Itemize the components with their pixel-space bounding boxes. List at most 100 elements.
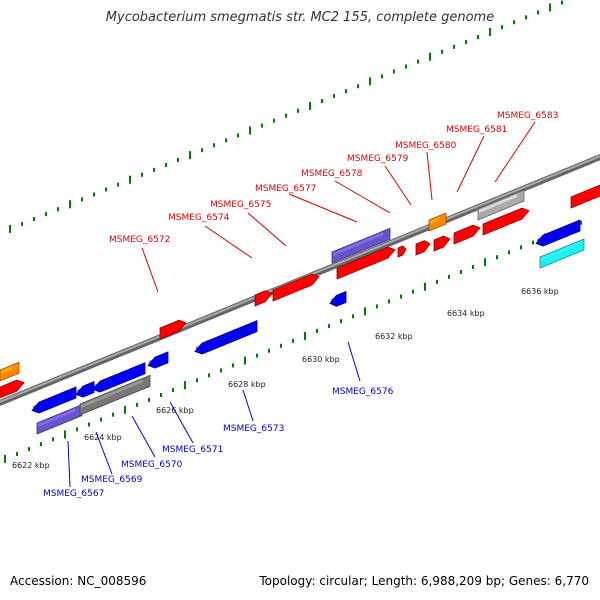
gene-msmeg-6578-shine bbox=[399, 247, 403, 252]
gene-unlabeled-forward-edge[interactable] bbox=[0, 379, 25, 399]
gene-unlabeled-forward-edge-body bbox=[0, 379, 25, 399]
gene-msmeg-6576[interactable] bbox=[329, 290, 347, 307]
leader-line-msmeg_6575 bbox=[247, 212, 287, 247]
gene-msmeg-6573-shine bbox=[196, 324, 250, 350]
gene-msmeg-6572-body bbox=[159, 319, 187, 340]
gene-label-msmeg_6583[interactable]: MSMEG_6583 bbox=[497, 111, 558, 121]
gene-label-msmeg_6579[interactable]: MSMEG_6579 bbox=[347, 154, 409, 164]
gene-gray-1-shine bbox=[479, 194, 517, 213]
tick-label: 6630 kbp bbox=[302, 355, 340, 364]
gene-msmeg-6577[interactable] bbox=[336, 246, 396, 280]
tick-label: 6634 kbp bbox=[447, 309, 485, 318]
gene-gray-2[interactable] bbox=[79, 374, 151, 416]
tick-label: 6632 kbp bbox=[375, 332, 413, 341]
topology-text: Topology: circular; Length: 6,988,209 bp… bbox=[259, 574, 589, 588]
gene-msmeg-6570[interactable] bbox=[92, 362, 146, 393]
leader-line-msmeg_6567 bbox=[67, 440, 71, 488]
gene-gray-2-shine bbox=[81, 379, 143, 408]
gene-unlabeled-reverse[interactable] bbox=[535, 219, 581, 247]
gene-msmeg-6581-body bbox=[453, 224, 481, 245]
leader-line-msmeg_6570 bbox=[131, 415, 156, 458]
gene-msmeg-6571-shine bbox=[149, 355, 161, 364]
gene-msmeg-6580[interactable] bbox=[433, 235, 451, 252]
gene-msmeg-6583-shine bbox=[484, 209, 522, 228]
gene-orange-1[interactable] bbox=[428, 212, 447, 232]
gene-msmeg-6574[interactable] bbox=[254, 290, 273, 307]
gene-unlabeled-forward[interactable] bbox=[570, 183, 600, 209]
gene-cyan-1-shine bbox=[541, 242, 577, 261]
gene-msmeg-6575-shine bbox=[274, 275, 312, 294]
gene-msmeg-6569-shine bbox=[77, 385, 87, 393]
gene-purple-2[interactable] bbox=[36, 403, 83, 435]
gene-label-msmeg_6580[interactable]: MSMEG_6580 bbox=[395, 141, 457, 151]
gene-label-msmeg_6574[interactable]: MSMEG_6574 bbox=[168, 213, 230, 223]
gene-msmeg-6579[interactable] bbox=[415, 240, 431, 256]
leader-line-msmeg_6576 bbox=[347, 341, 361, 382]
gene-unlabeled-forward-body bbox=[570, 184, 600, 209]
leader-line-msmeg_6569 bbox=[95, 431, 113, 475]
gene-msmeg-6576-shine bbox=[331, 295, 340, 302]
gene-msmeg-6577-shine bbox=[338, 248, 388, 272]
gene-msmeg-6569[interactable] bbox=[75, 381, 95, 398]
gene-cyan-1[interactable] bbox=[539, 238, 585, 269]
gene-msmeg-6580-shine bbox=[435, 237, 444, 244]
gene-msmeg-6571[interactable] bbox=[147, 351, 169, 369]
map-title: Mycobacterium smegmatis str. MC2 155, co… bbox=[105, 10, 495, 25]
gene-label-msmeg_6573[interactable]: MSMEG_6573 bbox=[223, 424, 284, 434]
gene-orange-edge[interactable] bbox=[0, 361, 20, 382]
gene-msmeg-6581-shine bbox=[455, 226, 473, 237]
gene-purple-1[interactable] bbox=[331, 227, 391, 264]
gene-msmeg-6572[interactable] bbox=[159, 319, 187, 340]
gene-msmeg-6575-body bbox=[272, 273, 320, 302]
gene-msmeg-6567[interactable] bbox=[31, 386, 77, 414]
gene-purple-2-shine bbox=[38, 408, 75, 427]
gene-msmeg-6583-body bbox=[482, 207, 530, 236]
gene-msmeg-6577-body bbox=[336, 246, 396, 280]
gene-label-msmeg_6577[interactable]: MSMEG_6577 bbox=[255, 184, 316, 194]
gene-label-msmeg_6572[interactable]: MSMEG_6572 bbox=[109, 235, 170, 245]
leader-line-msmeg_6578 bbox=[334, 180, 391, 214]
tick-label: 6624 kbp bbox=[84, 433, 122, 442]
gene-orange-1-shine bbox=[430, 216, 440, 224]
gene-label-msmeg_6575[interactable]: MSMEG_6575 bbox=[210, 200, 271, 210]
gene-label-msmeg_6570[interactable]: MSMEG_6570 bbox=[121, 460, 183, 470]
gene-label-msmeg_6581[interactable]: MSMEG_6581 bbox=[446, 125, 507, 135]
gene-unlabeled-forward-shine bbox=[572, 186, 600, 201]
gene-purple-1-shine bbox=[333, 232, 383, 256]
tick-label: 6628 kbp bbox=[228, 380, 266, 389]
gene-msmeg-6579-shine bbox=[417, 241, 425, 248]
gene-label-msmeg_6567[interactable]: MSMEG_6567 bbox=[43, 489, 104, 499]
gene-unlabeled-forward-edge-shine bbox=[1, 381, 17, 391]
leader-line-msmeg_6572 bbox=[141, 247, 159, 293]
gene-label-msmeg_6578[interactable]: MSMEG_6578 bbox=[301, 169, 363, 179]
leader-line-msmeg_6573 bbox=[242, 389, 254, 422]
leader-line-msmeg_6580 bbox=[426, 151, 433, 201]
gene-msmeg-6570-shine bbox=[94, 366, 138, 388]
leader-line-msmeg_6579 bbox=[384, 165, 412, 206]
gene-orange-edge-body bbox=[0, 361, 20, 382]
gene-msmeg-6567-shine bbox=[33, 390, 69, 409]
gene-msmeg-6578[interactable] bbox=[397, 245, 407, 258]
leader-line-msmeg_6577 bbox=[288, 193, 358, 223]
gene-label-msmeg_6576[interactable]: MSMEG_6576 bbox=[332, 387, 394, 397]
gene-msmeg-6576-body bbox=[329, 290, 347, 307]
leader-line-msmeg_6581 bbox=[456, 135, 485, 193]
tick-label: 6622 kbp bbox=[12, 461, 50, 470]
accession-text: Accession: NC_008596 bbox=[10, 574, 147, 588]
leader-line-msmeg_6574 bbox=[204, 225, 253, 259]
tick-label: 6636 kbp bbox=[521, 287, 559, 296]
gene-unlabeled-reverse-shine bbox=[537, 223, 573, 242]
gene-msmeg-6575[interactable] bbox=[272, 273, 320, 302]
gene-msmeg-6572-shine bbox=[161, 321, 179, 332]
leader-line-msmeg_6583 bbox=[494, 121, 536, 183]
gene-msmeg-6573[interactable] bbox=[194, 319, 258, 355]
gene-msmeg-6583[interactable] bbox=[482, 207, 530, 236]
gene-label-msmeg_6571[interactable]: MSMEG_6571 bbox=[162, 445, 223, 455]
gene-orange-edge-shine bbox=[1, 366, 12, 374]
gene-orange-1-body bbox=[428, 212, 447, 232]
gene-label-msmeg_6569[interactable]: MSMEG_6569 bbox=[81, 475, 143, 485]
gene-msmeg-6581[interactable] bbox=[453, 224, 481, 245]
gene-gray-1[interactable] bbox=[477, 189, 525, 221]
leader-line-msmeg_6571 bbox=[169, 401, 194, 444]
